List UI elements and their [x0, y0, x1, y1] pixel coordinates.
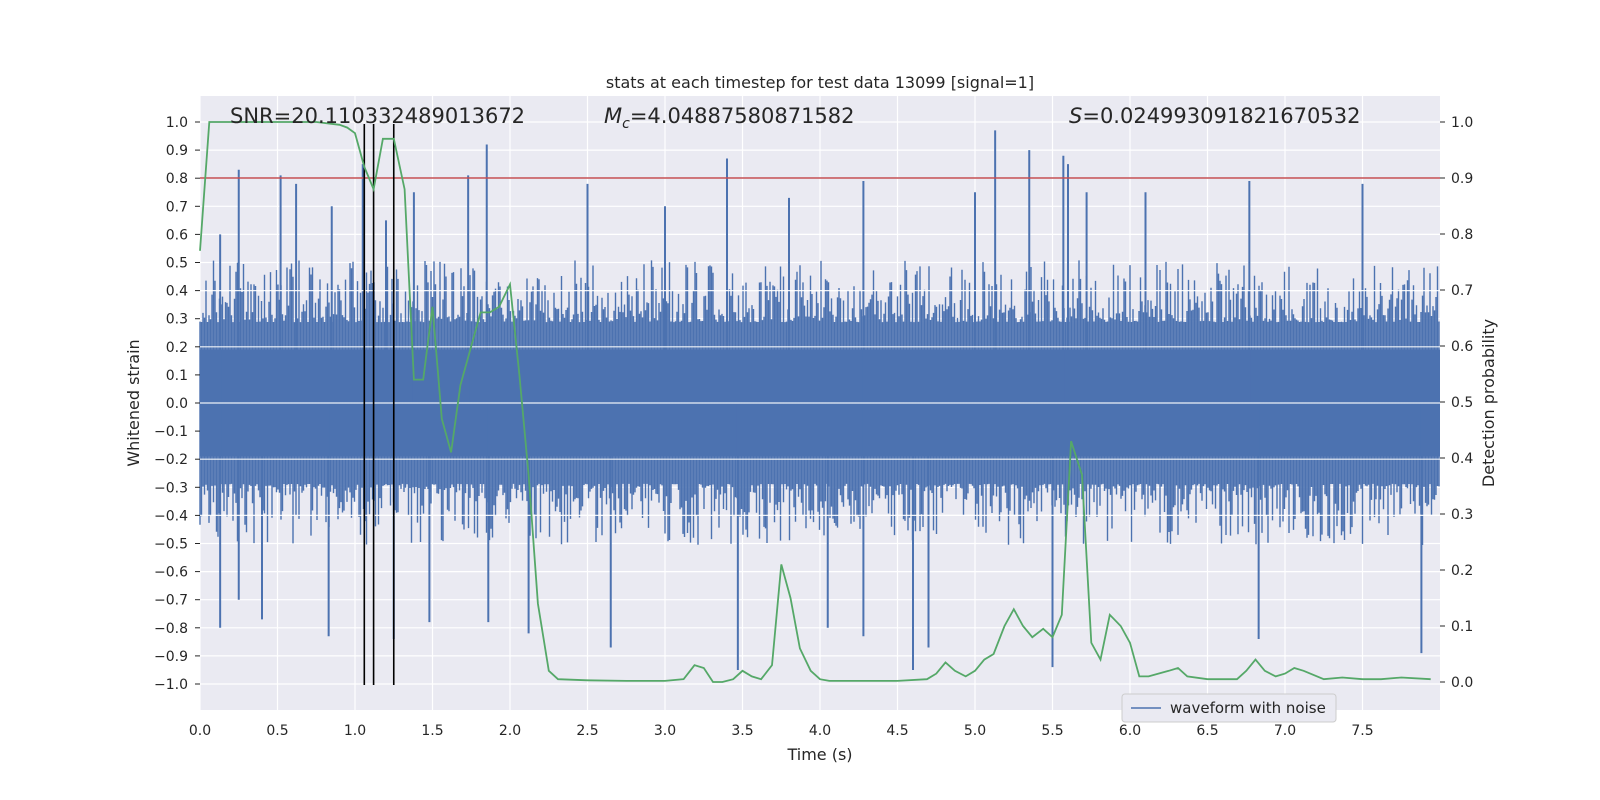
- waveform-noise-series: [199, 130, 1440, 670]
- y-axis-label: Whitened strain: [124, 339, 143, 466]
- y-axis-ticks: 1.0 0.9 0.8 0.7 0.6 0.5 0.4 0.3 0.2 0.1 0.0 −0.1 −0.…: [154, 115, 200, 693]
- y2-tick-label: 0.2: [1451, 563, 1473, 579]
- y-tick-label: 0.9: [166, 143, 188, 159]
- x-tick-label: 1.0: [344, 723, 366, 739]
- y-tick-label: 1.0: [166, 115, 188, 131]
- chirp-mass-value: =4.04887580871582: [630, 104, 855, 128]
- y2-axis-label: Detection probability: [1479, 319, 1498, 487]
- y2-tick-label: 0.6: [1451, 339, 1473, 355]
- y-tick-label: −0.1: [154, 424, 188, 440]
- x-tick-label: 3.5: [731, 723, 753, 739]
- x-tick-label: 6.0: [1119, 723, 1141, 739]
- y-tick-label: −0.4: [154, 508, 188, 524]
- y2-tick-label: 0.7: [1451, 283, 1473, 299]
- y-tick-label: −0.6: [154, 565, 188, 581]
- x-axis-label: Time (s): [786, 745, 852, 764]
- y-tick-label: −0.5: [154, 537, 188, 553]
- waveform-line: [199, 260, 1440, 545]
- x-tick-label: 7.0: [1274, 723, 1296, 739]
- x-tick-label: 5.5: [1041, 723, 1063, 739]
- snr-annotation: SNR=20.110332489013672: [230, 104, 525, 128]
- y2-tick-label: 0.8: [1451, 227, 1473, 243]
- chirp-mass-symbol: M: [604, 104, 622, 128]
- x-tick-label: 0.5: [266, 723, 288, 739]
- x-tick-label: 6.5: [1196, 723, 1218, 739]
- x-tick-label: 1.5: [421, 723, 443, 739]
- s-symbol: S: [1069, 104, 1082, 128]
- y-tick-label: 0.1: [166, 368, 188, 384]
- x-tick-label: 5.0: [964, 723, 986, 739]
- y-tick-label: 0.4: [166, 284, 188, 300]
- y2-axis-ticks: 1.0 0.9 0.8 0.7 0.6 0.5 0.4 0.3 0.2 0.1 0.0: [1440, 115, 1473, 691]
- y-tick-label: −1.0: [154, 677, 188, 693]
- y-tick-label: −0.3: [154, 480, 188, 496]
- y-tick-label: 0.7: [166, 199, 188, 215]
- y2-tick-label: 0.0: [1451, 675, 1473, 691]
- y-tick-label: 0.6: [166, 227, 188, 243]
- y-tick-label: 0.3: [166, 312, 188, 328]
- y-tick-label: 0.5: [166, 256, 188, 272]
- y-tick-label: −0.7: [154, 593, 188, 609]
- x-tick-label: 7.5: [1351, 723, 1373, 739]
- x-tick-label: 4.5: [886, 723, 908, 739]
- y-tick-label: −0.9: [154, 649, 188, 665]
- x-tick-label: 2.5: [576, 723, 598, 739]
- event-markers: [363, 124, 395, 685]
- y-tick-label: 0.8: [166, 171, 188, 187]
- legend: waveform with noise: [1121, 693, 1337, 723]
- chart-title: stats at each timestep for test data 130…: [606, 73, 1034, 92]
- y2-tick-label: 1.0: [1451, 115, 1473, 131]
- y-tick-label: −0.8: [154, 621, 188, 637]
- s-annotation: S=0.024993091821670532: [1069, 104, 1360, 128]
- x-axis-ticks: 0.0 0.5 1.0 1.5 2.0 2.5 3.0 3.5 4.0 4.5 5.0 5.5 6.0 6…: [189, 723, 1374, 739]
- chirp-mass-annotation: Mc=4.04887580871582: [604, 104, 855, 132]
- y2-tick-label: 0.1: [1451, 619, 1473, 635]
- y-tick-label: −0.2: [154, 452, 188, 468]
- s-value: =0.024993091821670532: [1082, 104, 1360, 128]
- chirp-mass-subscript: c: [622, 116, 630, 132]
- x-tick-label: 4.0: [809, 723, 831, 739]
- detection-probability-series: [199, 121, 1431, 683]
- y2-tick-label: 0.4: [1451, 451, 1473, 467]
- x-tick-label: 3.0: [654, 723, 676, 739]
- detection-probability-line: [199, 121, 1431, 683]
- x-tick-label: 2.0: [499, 723, 521, 739]
- legend-label: waveform with noise: [1170, 699, 1326, 717]
- legend-box: [1121, 693, 1337, 723]
- y-tick-label: 0.0: [166, 396, 188, 412]
- x-tick-label: 0.0: [189, 723, 211, 739]
- y2-tick-label: 0.9: [1451, 171, 1473, 187]
- y-tick-label: 0.2: [166, 340, 188, 356]
- y2-tick-label: 0.5: [1451, 395, 1473, 411]
- y2-tick-label: 0.3: [1451, 507, 1473, 523]
